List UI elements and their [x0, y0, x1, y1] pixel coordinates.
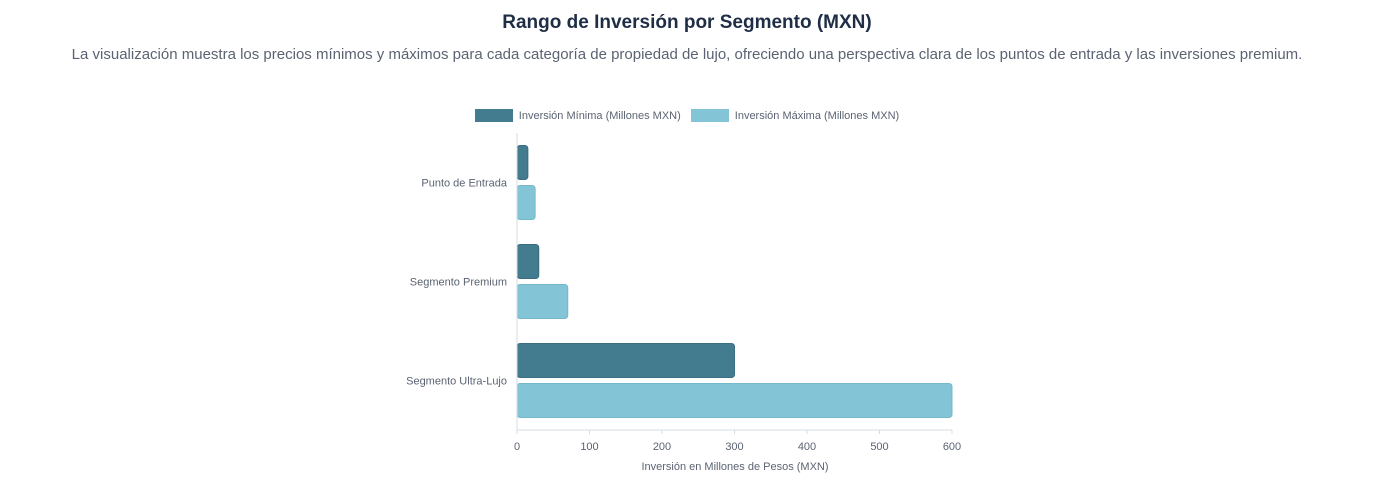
- legend-swatch-min: [474, 109, 513, 122]
- x-tick-label-3: 300: [725, 441, 743, 453]
- legend-label-max: Inversión Máxima (Millones MXN): [734, 109, 900, 122]
- bar-min-1[interactable]: [516, 145, 529, 180]
- x-tick-label-0: 0: [514, 441, 520, 453]
- legend-label-min: Inversión Mínima (Millones MXN): [518, 109, 681, 122]
- x-tick-label-6: 600: [943, 441, 961, 453]
- category-label-3: Segmento Ultra-Lujo: [406, 376, 507, 388]
- bar-min-3[interactable]: [516, 343, 735, 378]
- legend-swatch-max: [690, 109, 729, 122]
- bar-max-1[interactable]: [516, 185, 536, 220]
- x-tick-label-1: 100: [580, 441, 598, 453]
- category-label-1: Punto de Entrada: [421, 178, 508, 190]
- chart-title: Rango de Inversión por Segmento (MXN): [502, 12, 872, 33]
- chart-subtitle: La visualización muestra los precios mín…: [71, 46, 1303, 63]
- x-axis-title: Inversión en Millones de Pesos (MXN): [641, 461, 828, 473]
- x-tick-label-2: 200: [653, 441, 671, 453]
- x-tick-label-4: 400: [798, 441, 816, 453]
- bar-max-3[interactable]: [516, 383, 953, 418]
- legend-item-min[interactable]: Inversión Mínima (Millones MXN): [474, 109, 681, 122]
- bar-max-2[interactable]: [516, 284, 569, 319]
- category-label-2: Segmento Premium: [410, 277, 507, 289]
- bar-min-2[interactable]: [516, 244, 540, 279]
- chart-legend: Inversión Mínima (Millones MXN) Inversió…: [0, 109, 1374, 122]
- legend-item-max[interactable]: Inversión Máxima (Millones MXN): [690, 109, 900, 122]
- x-tick-label-5: 500: [870, 441, 888, 453]
